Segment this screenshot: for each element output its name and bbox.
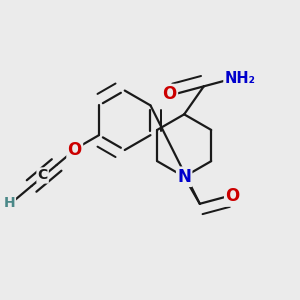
Text: C: C (38, 169, 48, 182)
Text: H: H (3, 196, 15, 210)
Text: O: O (225, 188, 239, 206)
Text: O: O (163, 85, 177, 103)
Text: O: O (68, 141, 82, 159)
Text: N: N (177, 168, 191, 186)
Text: NH₂: NH₂ (224, 71, 255, 86)
